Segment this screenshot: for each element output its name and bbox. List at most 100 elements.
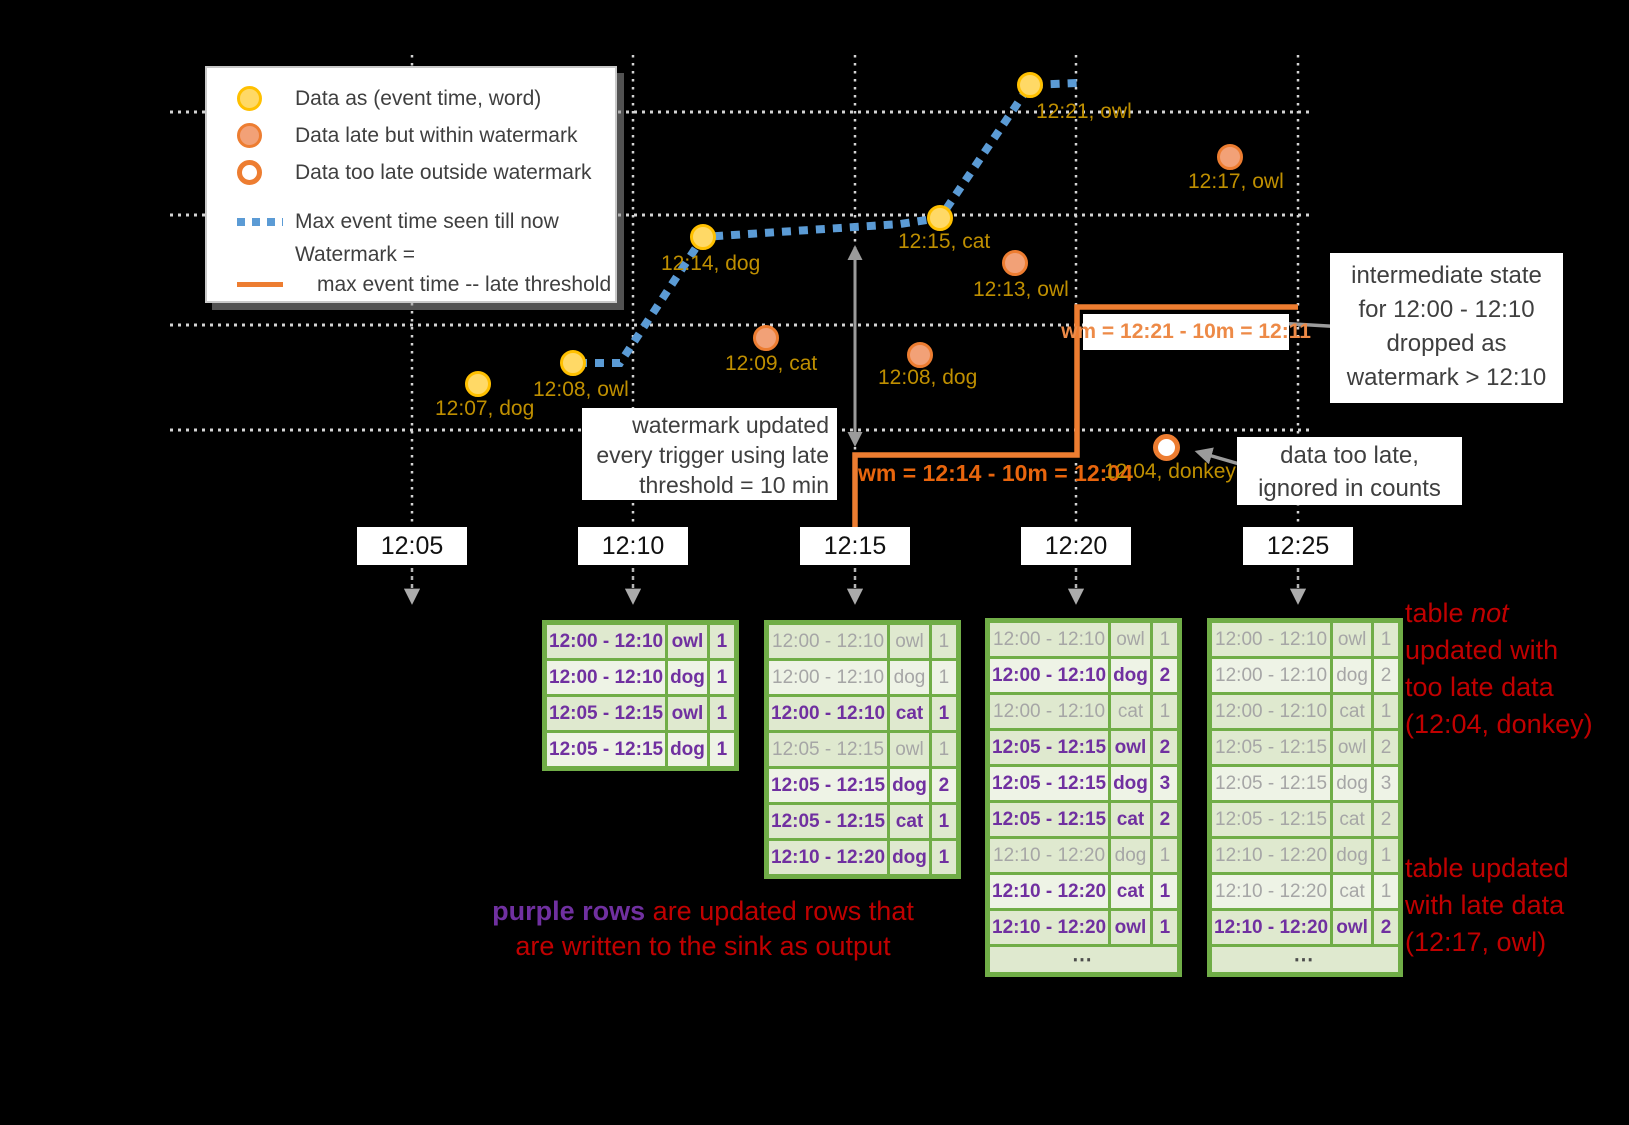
data-point-label: 12:08, dog (878, 366, 978, 389)
note-line: (12:17, owl) (1405, 927, 1547, 957)
cell-word: cat (1111, 803, 1150, 836)
cell-count: 1 (931, 805, 956, 838)
cell-word: dog (668, 661, 707, 694)
cell-window: 12:10 - 12:20 (769, 841, 888, 874)
table-row: 12:05 - 12:15 owl 2 (990, 731, 1177, 764)
watermark-label-1211: wm = 12:21 - 10m = 12:11 (1061, 314, 1311, 350)
cell-count: 1 (1152, 839, 1177, 872)
cell-word: cat (890, 805, 929, 838)
cell-word: dog (668, 733, 707, 766)
legend-item-toolate: Data too late outside watermark (237, 154, 615, 191)
data-point-label: 12:04, donkey (1104, 460, 1236, 483)
time-box-1220: 12:20 (1021, 527, 1131, 565)
cell-word: owl (668, 625, 707, 658)
data-point-label: 12:21, owl (1036, 100, 1132, 123)
table-row: 12:05 - 12:15 cat 2 (990, 803, 1177, 836)
legend-label-line2: max event time -- late threshold (317, 273, 612, 296)
table-row: 12:05 - 12:15 cat 1 (769, 805, 956, 838)
table-row: 12:05 - 12:15 dog 3 (990, 767, 1177, 800)
data-point-late (753, 325, 779, 351)
note-purple-rows: purple rows are updated rows that are wr… (483, 894, 923, 964)
note-line: (12:04, donkey) (1405, 709, 1593, 739)
cell-window: 12:05 - 12:15 (990, 731, 1109, 764)
data-point-late (907, 342, 933, 368)
note-line: table updated (1405, 853, 1569, 883)
legend-label: Data late but within watermark (295, 123, 578, 147)
time-box-1210: 12:10 (578, 527, 688, 565)
callout-watermark-trigger: watermark updated every trigger using la… (582, 408, 837, 500)
cell-window: 12:00 - 12:10 (990, 695, 1109, 728)
cell-window: 12:10 - 12:20 (990, 875, 1109, 908)
table-row: 12:00 - 12:10 owl 1 (990, 623, 1177, 656)
table-row: 12:05 - 12:15 owl 1 (547, 697, 734, 730)
cell-word: dog (1333, 767, 1372, 800)
data-point-late (1217, 144, 1243, 170)
note-line: table not (1405, 598, 1509, 628)
cell-window: 12:10 - 12:20 (1212, 911, 1331, 944)
cell-window: 12:10 - 12:20 (1212, 839, 1331, 872)
table-row: 12:00 - 12:10 dog 1 (547, 661, 734, 694)
table-row: 12:10 - 12:20 dog 1 (769, 841, 956, 874)
ellipsis-cell: ⋯ (990, 947, 1177, 972)
watermark-step-line (852, 304, 1298, 540)
result-table-12-20-grid: 12:00 - 12:10 owl 1 12:00 - 12:10 dog 2 12:00 … (985, 618, 1182, 977)
table-row: 12:10 - 12:20 cat 1 (990, 875, 1177, 908)
cell-word: owl (1333, 731, 1372, 764)
table-row: 12:00 - 12:10 cat 1 (990, 695, 1177, 728)
trigger-down-arrows (403, 568, 1307, 605)
cell-word: cat (1333, 695, 1372, 728)
cell-count: 2 (1374, 731, 1399, 764)
cell-window: 12:00 - 12:10 (547, 661, 666, 694)
cell-window: 12:00 - 12:10 (547, 625, 666, 658)
table-row: 12:00 - 12:10 dog 2 (990, 659, 1177, 692)
table-row: 12:10 - 12:20 dog 1 (990, 839, 1177, 872)
callout-line: watermark updated (632, 412, 829, 438)
note-line: with late data (1405, 890, 1565, 920)
legend-label: Watermark = (295, 243, 415, 266)
cell-count: 2 (1152, 659, 1177, 692)
table-row: 12:05 - 12:15 dog 1 (547, 733, 734, 766)
cell-word: cat (1111, 695, 1150, 728)
data-point-label: 12:15, cat (898, 230, 991, 253)
note-line: purple rows are updated rows that (492, 896, 914, 926)
cell-word: dog (1111, 839, 1150, 872)
cell-count: 1 (1374, 695, 1399, 728)
cell-window: 12:05 - 12:15 (1212, 767, 1331, 800)
cell-word: cat (1333, 803, 1372, 836)
cell-window: 12:05 - 12:15 (1212, 803, 1331, 836)
cell-count: 1 (709, 625, 734, 658)
data-point-label: 12:17, owl (1188, 170, 1284, 193)
cell-count: 3 (1152, 767, 1177, 800)
cell-count: 2 (931, 769, 956, 802)
callout-intermediate-state: intermediate state for 12:00 - 12:10 dro… (1330, 253, 1563, 403)
cell-count: 2 (1374, 911, 1399, 944)
cell-count: 1 (931, 733, 956, 766)
cell-count: 1 (709, 733, 734, 766)
cell-count: 1 (1374, 875, 1399, 908)
max-event-time-line (578, 79, 1078, 367)
legend-item-max-event: Max event time seen till now (237, 203, 615, 240)
callout-line: threshold = 10 min (639, 472, 829, 498)
cell-window: 12:05 - 12:15 (990, 803, 1109, 836)
cell-count: 1 (931, 841, 956, 874)
cell-count: 2 (1152, 803, 1177, 836)
time-box-1225: 12:25 (1243, 527, 1353, 565)
result-table-12-15-grid: 12:00 - 12:10 owl 1 12:00 - 12:10 dog 1 12:00 … (764, 620, 961, 879)
cell-word: cat (1333, 875, 1372, 908)
late-point-icon (237, 123, 295, 148)
note-line: are written to the sink as output (515, 931, 891, 961)
table-row: 12:00 - 12:10 owl 1 (769, 625, 956, 658)
watermark-label-text: wm = 12:21 - 10m = 12:11 (1061, 320, 1311, 343)
table-row-ellipsis: ⋯ (990, 947, 1177, 972)
data-point-label: 12:09, cat (725, 352, 818, 375)
data-point-ontime (1017, 72, 1043, 98)
cell-count: 1 (1374, 839, 1399, 872)
data-point-toolate (1153, 434, 1180, 461)
cell-window: 12:00 - 12:10 (769, 661, 888, 694)
data-point-label: 12:14, dog (661, 252, 761, 275)
ontime-point-icon (237, 86, 295, 111)
callout-line: intermediate state (1351, 262, 1542, 289)
cell-word: owl (1333, 623, 1372, 656)
